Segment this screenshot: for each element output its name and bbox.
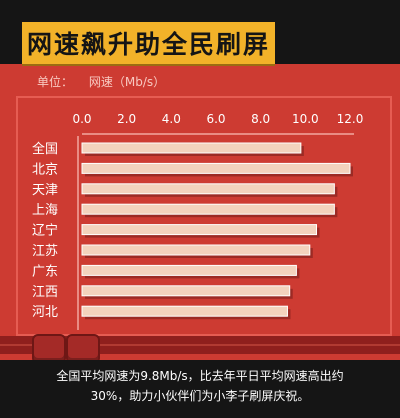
unit-note: 单位： 网速（Mb/s） — [37, 73, 165, 90]
bar — [81, 224, 317, 236]
footer-band — [0, 360, 400, 418]
floor-line — [0, 344, 400, 346]
category-label: 北京 — [32, 162, 58, 177]
bar — [81, 244, 311, 256]
bar — [81, 305, 288, 317]
category-label: 江苏 — [32, 243, 58, 259]
category-label: 辽宁 — [32, 223, 58, 239]
category-label: 广东 — [32, 264, 58, 279]
category-label: 天津 — [32, 183, 58, 198]
category-label: 上海 — [32, 203, 58, 218]
bar — [81, 183, 335, 195]
bar — [81, 162, 351, 174]
bar — [81, 142, 302, 154]
unit-label: 单位： — [37, 75, 74, 89]
caption-line-1: 全国平均网速为9.8Mb/s，比去年平日平均网速高出约 — [56, 369, 344, 383]
unit-value: 网速（Mb/s） — [88, 75, 166, 89]
x-tick-label: 2.0 — [117, 112, 136, 126]
bar — [81, 203, 335, 215]
category-label: 江西 — [32, 285, 58, 300]
x-tick-label: 10.0 — [292, 112, 319, 126]
caption-line-2: 30%，助力小伙伴们为小李子刷屏庆祝。 — [90, 389, 310, 403]
x-tick-label: 12.0 — [337, 112, 364, 126]
x-tick-label: 0.0 — [72, 112, 91, 126]
bar — [81, 264, 297, 276]
title-banner: 网速飙升助全民刷屏 — [22, 22, 275, 64]
pipe-right — [66, 334, 100, 364]
bar — [81, 285, 291, 297]
x-tick-label: 6.0 — [206, 112, 225, 126]
x-tick-label: 4.0 — [162, 112, 181, 126]
page-title: 网速飙升助全民刷屏 — [26, 30, 270, 59]
category-label: 全国 — [32, 141, 58, 157]
x-tick-label: 8.0 — [251, 112, 270, 126]
category-label: 河北 — [32, 305, 58, 320]
caption: 全国平均网速为9.8Mb/s，比去年平日平均网速高出约 30%，助力小伙伴们为小… — [0, 366, 400, 406]
